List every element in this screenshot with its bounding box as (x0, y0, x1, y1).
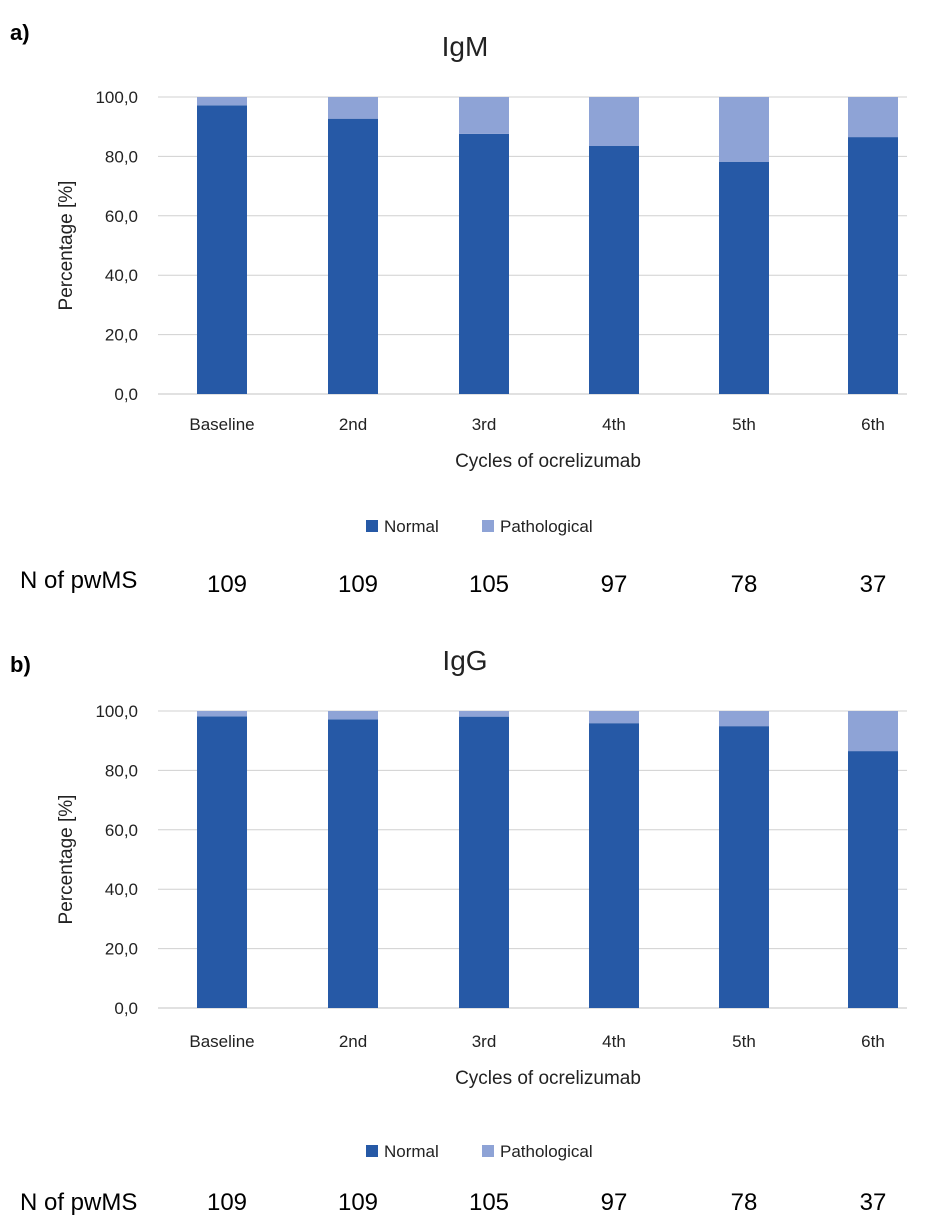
legend-label-normal: Normal (384, 517, 439, 536)
legend-swatch-pathological (482, 1145, 494, 1157)
x-tick-label: 4th (602, 415, 626, 434)
bar-normal-3rd (459, 716, 509, 1008)
bar-pathological-baseline (197, 97, 247, 106)
legend-swatch-normal (366, 520, 378, 532)
bar-pathological-baseline (197, 711, 247, 717)
n-value: 109 (338, 571, 378, 598)
n-row-label: N of pwMS (20, 1189, 137, 1216)
bar-normal-baseline (197, 716, 247, 1008)
bar-pathological-5th (719, 711, 769, 727)
y-tick-label: 0,0 (114, 385, 138, 404)
x-tick-label: 2nd (339, 415, 367, 434)
bar-pathological-3rd (459, 97, 509, 134)
bar-pathological-2nd (328, 97, 378, 119)
bar-normal-2nd (328, 118, 378, 394)
legend: Normal Pathological (366, 517, 593, 536)
n-value: 109 (207, 1189, 247, 1216)
y-tick-label: 100,0 (95, 88, 138, 107)
n-value: 97 (601, 1189, 628, 1216)
bar-pathological-6th (848, 711, 898, 752)
y-tick-label: 0,0 (114, 999, 138, 1018)
bar-normal-baseline (197, 105, 247, 394)
legend-label-pathological: Pathological (500, 517, 593, 536)
n-value: 105 (469, 1189, 509, 1216)
n-row: N of pwMS 109 109 105 97 78 37 (20, 567, 886, 598)
x-tick-label: 6th (861, 415, 885, 434)
n-value: 105 (469, 571, 509, 598)
bar-pathological-4th (589, 97, 639, 147)
chart-title: IgM (442, 31, 489, 62)
x-tick-label: 3rd (472, 1032, 497, 1051)
y-axis-title: Percentage [%] (56, 795, 77, 925)
x-axis-title: Cycles of ocrelizumab (455, 1068, 641, 1089)
bar-pathological-6th (848, 97, 898, 138)
bar-pathological-5th (719, 97, 769, 162)
bar-normal-6th (848, 137, 898, 394)
n-value: 109 (207, 571, 247, 598)
x-tick-label: 6th (861, 1032, 885, 1051)
legend-swatch-pathological (482, 520, 494, 532)
y-tick-label: 100,0 (95, 702, 138, 721)
x-tick-label: 3rd (472, 415, 497, 434)
x-tick-label: 4th (602, 1032, 626, 1051)
n-value: 37 (860, 1189, 887, 1216)
bar-normal-5th (719, 161, 769, 394)
legend-label-normal: Normal (384, 1142, 439, 1161)
x-tick-label: 5th (732, 1032, 756, 1051)
chart-title: IgG (442, 645, 487, 676)
n-value: 37 (860, 571, 887, 598)
y-axis-title: Percentage [%] (56, 181, 77, 311)
n-value: 97 (601, 571, 628, 598)
bar-normal-3rd (459, 133, 509, 394)
legend-label-pathological: Pathological (500, 1142, 593, 1161)
bar-pathological-3rd (459, 711, 509, 717)
x-tick-label: 5th (732, 415, 756, 434)
n-value: 109 (338, 1189, 378, 1216)
x-tick-label: 2nd (339, 1032, 367, 1051)
bar-pathological-4th (589, 711, 639, 724)
legend-swatch-normal (366, 1145, 378, 1157)
y-tick-label: 60,0 (105, 821, 138, 840)
y-tick-label: 40,0 (105, 880, 138, 899)
x-tick-label: Baseline (189, 1032, 254, 1051)
chart-panel-a: a) IgM 0,0 20,0 40,0 60,0 80,0 100,0 Baseline 2nd… (10, 20, 907, 598)
x-tick-label: Baseline (189, 415, 254, 434)
y-tick-label: 60,0 (105, 207, 138, 226)
y-tick-label: 80,0 (105, 147, 138, 166)
y-tick-label: 20,0 (105, 940, 138, 959)
n-value: 78 (731, 571, 758, 598)
y-tick-label: 80,0 (105, 761, 138, 780)
bar-normal-4th (589, 146, 639, 394)
legend: Normal Pathological (366, 1142, 593, 1161)
bar-normal-2nd (328, 719, 378, 1008)
panel-letter: a) (10, 20, 30, 45)
chart-panel-b: b) IgG 0,0 20,0 40,0 60,0 80,0 100,0 Baseline 2nd… (10, 645, 907, 1216)
bar-normal-4th (589, 723, 639, 1008)
bar-pathological-2nd (328, 711, 378, 720)
bar-normal-6th (848, 751, 898, 1008)
n-row: N of pwMS 109 109 105 97 78 37 (20, 1189, 886, 1216)
n-row-label: N of pwMS (20, 567, 137, 594)
y-tick-label: 20,0 (105, 326, 138, 345)
panel-letter: b) (10, 652, 31, 677)
y-tick-label: 40,0 (105, 266, 138, 285)
bar-normal-5th (719, 726, 769, 1008)
x-axis-title: Cycles of ocrelizumab (455, 451, 641, 472)
n-value: 78 (731, 1189, 758, 1216)
